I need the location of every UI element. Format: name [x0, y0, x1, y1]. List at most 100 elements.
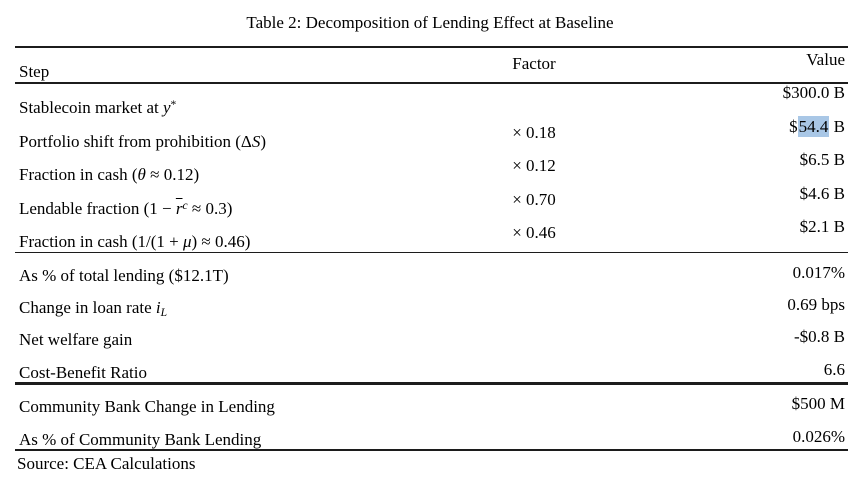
cell-value: $54.4 B	[649, 115, 848, 152]
table: Step Factor Value Stablecoin market at y…	[15, 46, 848, 474]
table-rule-top	[15, 46, 848, 48]
text-segment: ) ≈ 0.46)	[191, 232, 251, 252]
value-text: 0.026%	[793, 427, 845, 447]
cell-factor: × 0.12	[419, 156, 649, 185]
cell-factor	[419, 397, 649, 417]
column-header-value: Value	[649, 50, 848, 82]
value-text: -$0.8 B	[794, 327, 845, 347]
table-rule-mid	[15, 251, 848, 254]
cell-step: Fraction in cash (1/(1 + μ) ≈ 0.46)	[15, 232, 419, 252]
text-segment: Fraction in cash (1/(1 +	[19, 232, 183, 252]
cell-value: 0.026%	[649, 427, 848, 450]
column-header-step: Step	[15, 62, 419, 82]
cell-value: $500 M	[649, 394, 848, 417]
cell-step: As % of Community Bank Lending	[15, 430, 419, 450]
text-segment: $2.1 B	[799, 217, 845, 237]
cell-value: $4.6 B	[649, 184, 848, 219]
text-segment: )	[260, 131, 267, 151]
cell-factor: × 0.18	[419, 123, 649, 152]
step-text: As % of total lending ($12.1T)	[19, 266, 229, 286]
table-row: Community Bank Change in Lending $500 M	[15, 385, 848, 417]
cell-step: Change in loan rate iL	[15, 298, 419, 320]
text-segment: r	[175, 198, 183, 218]
value-text: 0.69 bps	[787, 295, 845, 315]
cell-factor: × 0.70	[419, 190, 649, 219]
value-text: $2.1 B	[800, 217, 845, 237]
cell-step: Lendable fraction (1 − rc ≈ 0.3)	[15, 199, 419, 219]
value-text: $6.5 B	[800, 150, 845, 170]
cell-value: $2.1 B	[649, 217, 848, 252]
cell-factor	[419, 98, 649, 118]
step-text: Portfolio shift from prohibition (ΔS)	[19, 132, 266, 152]
text-segment: Portfolio shift from prohibition (Δ	[19, 131, 252, 151]
table-row: Fraction in cash (θ ≈ 0.12) × 0.12 $6.5 B	[15, 150, 848, 185]
cell-value: 0.69 bps	[649, 295, 848, 318]
table-row: As % of Community Bank Lending 0.026%	[15, 417, 848, 449]
table-block-decomposition: Stablecoin market at y* $300.0 B Portfolio…	[15, 83, 848, 252]
cell-value: $6.5 B	[649, 150, 848, 185]
column-header-value-label: Value	[806, 50, 845, 70]
text-segment: 0.017%	[792, 263, 845, 283]
cell-step: Fraction in cash (θ ≈ 0.12)	[15, 165, 419, 185]
table-row: Cost-Benefit Ratio 6.6	[15, 350, 848, 382]
text-segment: L	[160, 306, 168, 320]
text-segment: $500 M	[791, 394, 845, 414]
column-header-step-label: Step	[19, 62, 50, 82]
table-header-row: Step Factor Value	[15, 48, 848, 82]
cell-factor	[419, 266, 649, 286]
text-segment: Net welfare gain	[19, 330, 133, 350]
step-text: Change in loan rate iL	[19, 298, 168, 320]
text-segment: c	[182, 198, 188, 212]
factor-text: × 0.70	[512, 189, 556, 209]
value-text: $500 M	[792, 394, 845, 414]
cell-factor	[419, 363, 649, 383]
text-segment: As % of total lending ($12.1T)	[19, 266, 229, 286]
text-segment: As % of Community Bank Lending	[19, 429, 262, 449]
cell-value: 6.6	[649, 360, 848, 383]
text-segment: $4.6 B	[799, 183, 845, 203]
table-row: Stablecoin market at y* $300.0 B	[15, 83, 848, 118]
table-block-summary: As % of total lending ($12.1T) 0.017% Chan…	[15, 253, 848, 382]
cell-value: $300.0 B	[649, 83, 848, 118]
cell-step: Stablecoin market at y*	[15, 98, 419, 118]
text-segment: 0.026%	[792, 426, 845, 446]
value-text: $54.4 B	[789, 115, 845, 137]
text-segment: ≈ 0.12)	[145, 165, 200, 185]
column-header-factor: Factor	[419, 54, 649, 82]
cell-factor	[419, 330, 649, 350]
step-text: Community Bank Change in Lending	[19, 397, 275, 417]
cell-step: Portfolio shift from prohibition (ΔS)	[15, 132, 419, 152]
cell-factor	[419, 298, 649, 318]
cell-value: -$0.8 B	[649, 327, 848, 350]
step-text: Lendable fraction (1 − rc ≈ 0.3)	[19, 199, 232, 219]
text-segment: μ	[182, 232, 192, 252]
text-segment: Stablecoin market at	[19, 98, 163, 118]
text-segment: y	[162, 98, 171, 118]
step-text: Fraction in cash (θ ≈ 0.12)	[19, 165, 199, 185]
value-text: $4.6 B	[800, 184, 845, 204]
cell-step: Net welfare gain	[15, 330, 419, 350]
cell-value: 0.017%	[649, 263, 848, 286]
text-segment: $6.5 B	[799, 150, 845, 170]
factor-text: × 0.12	[512, 156, 556, 176]
text-segment: $300.0 B	[782, 83, 845, 103]
selection-highlight: 54.4	[797, 115, 830, 137]
text-segment: *	[170, 97, 177, 111]
table-row: Change in loan rate iL 0.69 bps	[15, 286, 848, 320]
text-segment: Change in loan rate	[19, 298, 156, 318]
text-segment: $	[789, 116, 798, 136]
text-segment: ≈ 0.3)	[187, 198, 233, 218]
factor-text: × 0.18	[512, 122, 556, 142]
step-text: Net welfare gain	[19, 330, 132, 350]
text-segment: Lendable fraction (1 −	[19, 198, 176, 218]
value-text: $300.0 B	[783, 83, 845, 103]
text-segment: -$0.8 B	[794, 327, 845, 347]
text-segment: B	[829, 116, 845, 136]
table-title: Table 2: Decomposition of Lending Effect…	[246, 13, 614, 32]
text-segment: Fraction in cash (	[19, 165, 138, 185]
value-text: 6.6	[824, 360, 845, 380]
table-row: Portfolio shift from prohibition (ΔS) × 0…	[15, 115, 848, 152]
text-segment: Cost-Benefit Ratio	[19, 362, 147, 382]
text-segment: θ	[137, 165, 146, 185]
